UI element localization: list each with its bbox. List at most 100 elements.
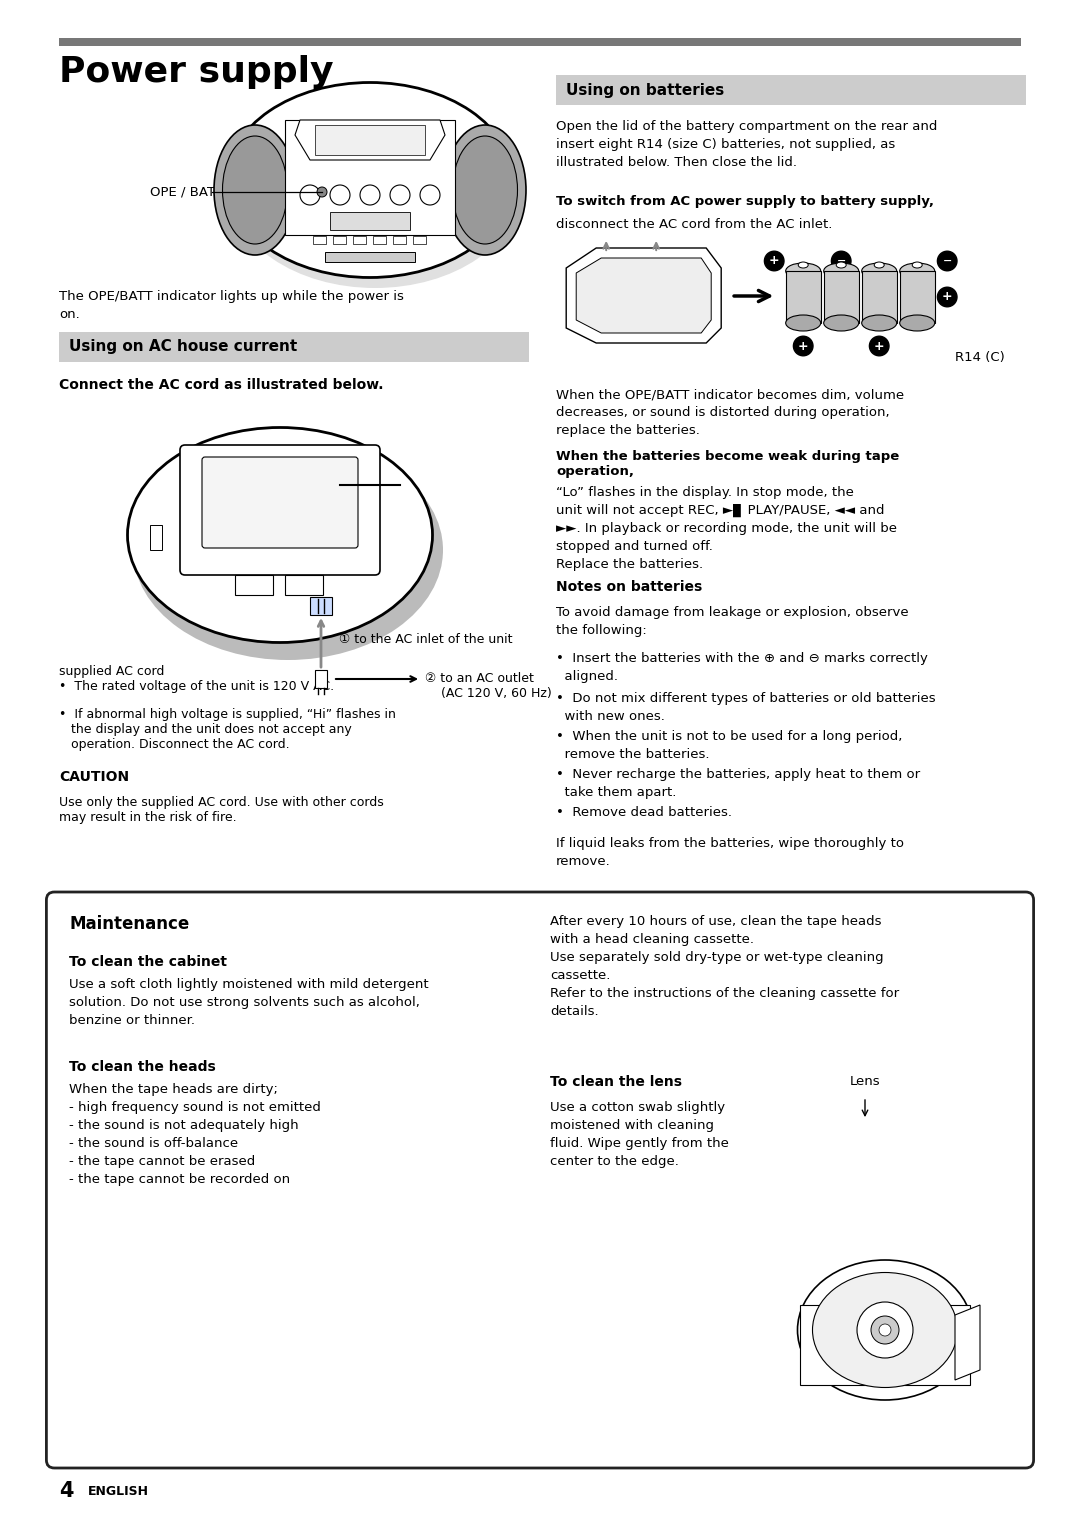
Text: If liquid leaks from the batteries, wipe thoroughly to
remove.: If liquid leaks from the batteries, wipe… — [556, 836, 904, 868]
Ellipse shape — [786, 263, 821, 278]
Text: •  Do not mix different types of batteries or old batteries
  with new ones.: • Do not mix different types of batterie… — [556, 693, 936, 723]
Text: −: − — [837, 255, 846, 266]
Ellipse shape — [797, 1260, 972, 1401]
FancyBboxPatch shape — [202, 457, 357, 547]
Text: +: + — [798, 339, 809, 353]
Bar — [150, 524, 162, 550]
Text: 4: 4 — [59, 1482, 73, 1501]
Text: Power supply: Power supply — [59, 55, 334, 89]
Ellipse shape — [798, 261, 808, 268]
Text: The OPE/BATT indicator lights up while the power is
on.: The OPE/BATT indicator lights up while t… — [59, 291, 404, 321]
Ellipse shape — [836, 261, 847, 268]
Bar — [824, 271, 860, 323]
Text: “Lo” flashes in the display. In stop mode, the
unit will not accept REC, ►▊ PLAY: “Lo” flashes in the display. In stop mod… — [556, 486, 897, 572]
Text: •  If abnormal high voltage is supplied, “Hi” flashes in
   the display and the : • If abnormal high voltage is supplied, … — [59, 708, 396, 751]
Bar — [353, 235, 366, 245]
Text: •  When the unit is not to be used for a long period,
  remove the batteries.: • When the unit is not to be used for a … — [556, 729, 903, 761]
Text: disconnect the AC cord from the AC inlet.: disconnect the AC cord from the AC inlet… — [556, 219, 833, 231]
Ellipse shape — [913, 261, 922, 268]
Bar — [325, 252, 415, 261]
Ellipse shape — [230, 89, 519, 287]
Text: Notes on batteries: Notes on batteries — [556, 579, 702, 593]
Bar — [800, 1304, 970, 1385]
Text: To clean the cabinet: To clean the cabinet — [69, 956, 228, 969]
Text: ① to the AC inlet of the unit: ① to the AC inlet of the unit — [339, 633, 513, 645]
Bar — [393, 235, 406, 245]
Bar — [285, 119, 455, 235]
Ellipse shape — [862, 315, 896, 330]
Polygon shape — [566, 248, 721, 342]
Circle shape — [858, 1303, 913, 1358]
Bar — [556, 75, 1026, 106]
Text: +: + — [941, 289, 954, 304]
Text: When the OPE/BATT indicator becomes dim, volume
decreases, or sound is distorted: When the OPE/BATT indicator becomes dim,… — [556, 388, 904, 437]
Ellipse shape — [444, 125, 526, 255]
FancyBboxPatch shape — [46, 891, 1034, 1468]
Text: ENGLISH: ENGLISH — [87, 1485, 148, 1498]
Text: When the tape heads are dirty;
- high frequency sound is not emitted
- the sound: When the tape heads are dirty; - high fr… — [69, 1083, 321, 1187]
Ellipse shape — [222, 136, 287, 245]
Text: +: + — [768, 254, 781, 269]
Ellipse shape — [228, 83, 513, 277]
Text: Maintenance: Maintenance — [69, 914, 190, 933]
Text: Use a cotton swab slightly
moistened with cleaning
fluid. Wipe gently from the
c: Use a cotton swab slightly moistened wit… — [550, 1101, 729, 1168]
Text: •  Never recharge the batteries, apply heat to them or
  take them apart.: • Never recharge the batteries, apply he… — [556, 768, 920, 800]
Text: Lens: Lens — [850, 1075, 880, 1089]
Ellipse shape — [824, 263, 859, 278]
Bar — [235, 575, 273, 595]
Text: Using on batteries: Using on batteries — [566, 83, 725, 98]
Bar — [59, 38, 1021, 46]
Text: −: − — [941, 254, 954, 269]
Text: CAUTION: CAUTION — [59, 771, 130, 784]
Ellipse shape — [786, 315, 821, 330]
Text: supplied AC cord: supplied AC cord — [59, 665, 165, 677]
Text: −: − — [943, 255, 951, 266]
Bar — [310, 596, 332, 615]
Text: −: − — [835, 254, 848, 269]
Text: +: + — [769, 254, 780, 268]
Ellipse shape — [127, 428, 432, 642]
Ellipse shape — [824, 315, 859, 330]
Text: •  Remove dead batteries.: • Remove dead batteries. — [556, 806, 732, 820]
Bar — [313, 235, 326, 245]
Text: R14 (C): R14 (C) — [955, 352, 1005, 364]
Text: •  The rated voltage of the unit is 120 V AC.: • The rated voltage of the unit is 120 V… — [59, 680, 335, 693]
Text: +: + — [797, 338, 810, 353]
Bar — [59, 332, 529, 362]
Circle shape — [318, 187, 327, 197]
Text: +: + — [873, 338, 886, 353]
Bar — [333, 235, 346, 245]
Text: After every 10 hours of use, clean the tape heads
with a head cleaning cassette.: After every 10 hours of use, clean the t… — [550, 914, 900, 1018]
Circle shape — [870, 1316, 899, 1344]
Text: +: + — [942, 291, 953, 303]
Text: When the batteries become weak during tape
operation,: When the batteries become weak during ta… — [556, 450, 900, 479]
Text: Open the lid of the battery compartment on the rear and
insert eight R14 (size C: Open the lid of the battery compartment … — [556, 119, 937, 170]
Text: OPE / BATT: OPE / BATT — [150, 185, 222, 199]
Text: Use only the supplied AC cord. Use with other cords
may result in the risk of fi: Use only the supplied AC cord. Use with … — [59, 797, 384, 824]
Text: To clean the heads: To clean the heads — [69, 1060, 216, 1073]
Bar — [285, 575, 323, 595]
Text: ② to an AC outlet
    (AC 120 V, 60 Hz): ② to an AC outlet (AC 120 V, 60 Hz) — [426, 673, 552, 700]
Bar — [413, 235, 426, 245]
Circle shape — [300, 185, 320, 205]
Polygon shape — [955, 1304, 980, 1381]
Ellipse shape — [133, 440, 443, 661]
Text: Connect the AC cord as illustrated below.: Connect the AC cord as illustrated below… — [59, 378, 383, 391]
Ellipse shape — [900, 263, 934, 278]
Text: Using on AC house current: Using on AC house current — [69, 339, 298, 355]
Ellipse shape — [812, 1272, 958, 1387]
Circle shape — [390, 185, 410, 205]
Bar — [786, 271, 821, 323]
Bar — [315, 125, 426, 154]
Bar — [373, 235, 386, 245]
Bar — [862, 271, 897, 323]
Bar — [315, 670, 327, 688]
Ellipse shape — [874, 261, 885, 268]
Polygon shape — [295, 119, 445, 161]
Circle shape — [879, 1324, 891, 1336]
Text: •  Insert the batteries with the ⊕ and ⊖ marks correctly
  aligned.: • Insert the batteries with the ⊕ and ⊖ … — [556, 651, 928, 683]
Circle shape — [330, 185, 350, 205]
Circle shape — [360, 185, 380, 205]
Ellipse shape — [862, 263, 896, 278]
Text: Use a soft cloth lightly moistened with mild detergent
solution. Do not use stro: Use a soft cloth lightly moistened with … — [69, 979, 429, 1027]
